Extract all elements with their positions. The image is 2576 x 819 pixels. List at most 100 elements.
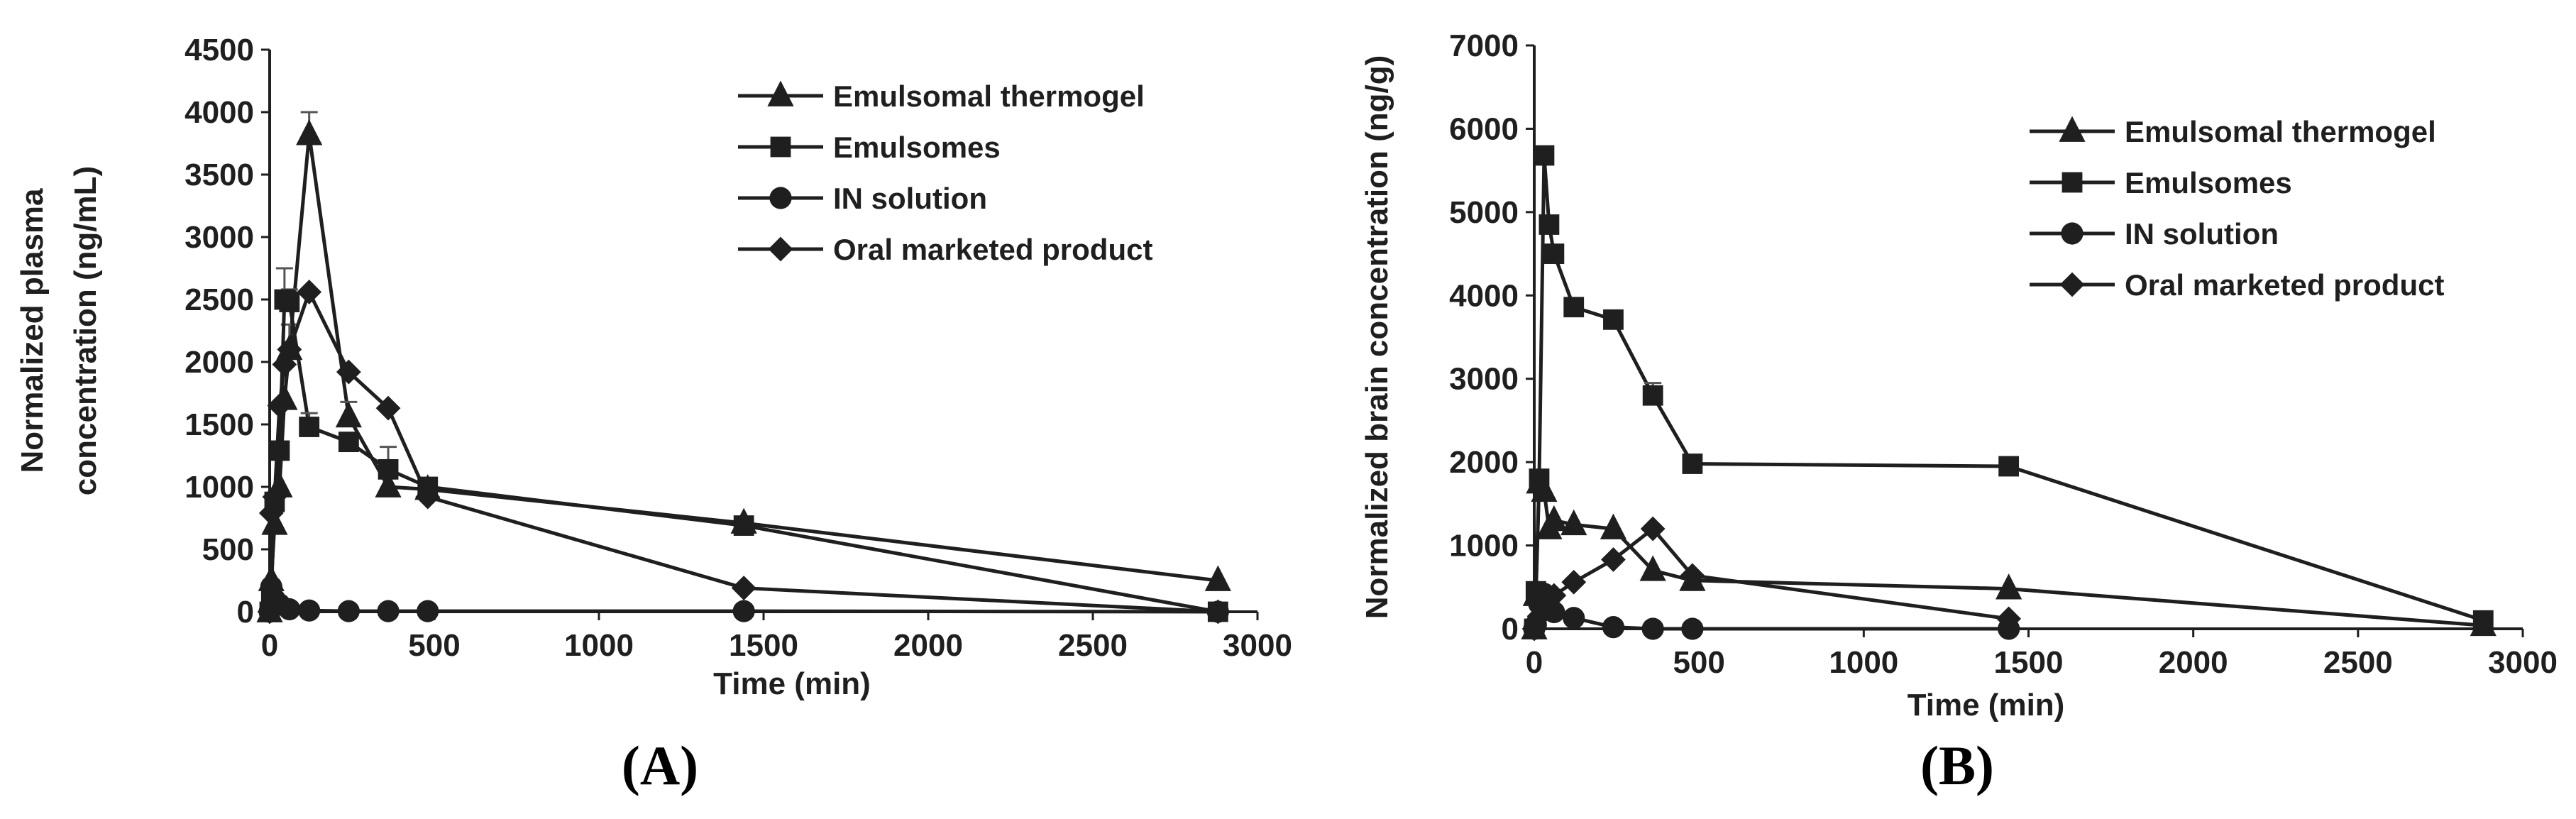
data-point-square xyxy=(279,292,300,312)
y-tick-label: 4000 xyxy=(185,95,254,130)
series-oral-marketed-product xyxy=(1521,516,2022,642)
panel-label: (B) xyxy=(1920,735,1994,796)
data-point-circle xyxy=(417,600,439,622)
data-point-circle xyxy=(1681,617,1704,640)
data-point-square xyxy=(1539,214,1560,235)
legend-marker-circle xyxy=(769,187,792,209)
legend-label: Emulsomal thermogel xyxy=(2125,115,2436,148)
data-point-triangle xyxy=(375,471,402,498)
data-point-circle xyxy=(732,600,755,622)
x-tick-label: 2000 xyxy=(2159,645,2228,680)
y-tick-label: 1500 xyxy=(185,407,254,442)
data-point-circle xyxy=(337,600,360,622)
y-tick-label: 7000 xyxy=(1449,28,1519,63)
series-line xyxy=(1532,153,2484,630)
x-tick-label: 500 xyxy=(1673,645,1724,680)
x-tick-label: 0 xyxy=(1526,645,1543,680)
series-emulsomes xyxy=(1524,145,2494,639)
panel-label: (A) xyxy=(622,735,698,796)
legend-marker-square xyxy=(2062,172,2083,193)
data-point-square xyxy=(1682,454,1703,474)
y-tick-label: 0 xyxy=(1502,612,1519,647)
data-point-diamond xyxy=(731,576,756,600)
y-tick-label: 500 xyxy=(202,532,254,567)
legend-label: IN solution xyxy=(833,182,987,215)
data-point-circle xyxy=(1602,616,1625,639)
legend-label: Oral marketed product xyxy=(833,233,1152,266)
data-point-circle xyxy=(278,598,301,621)
data-point-diamond xyxy=(297,280,322,304)
y-tick-label: 1000 xyxy=(185,470,254,505)
y-axis-title-line-1: Normalized plasma xyxy=(15,188,50,473)
legend-label: Emulsomes xyxy=(2125,166,2292,199)
x-tick-label: 2000 xyxy=(893,628,963,663)
y-tick-label: 0 xyxy=(237,595,254,630)
data-point-square xyxy=(1529,468,1550,490)
series-line xyxy=(1532,527,2009,630)
y-tick-label: 5000 xyxy=(1449,195,1519,230)
data-point-triangle xyxy=(1561,509,1587,536)
data-point-square xyxy=(1603,309,1624,330)
data-point-diamond xyxy=(267,393,292,418)
data-point-square xyxy=(378,458,399,480)
data-point-diamond xyxy=(1205,599,1231,625)
y-tick-label: 3000 xyxy=(185,220,254,255)
data-point-square xyxy=(299,417,320,437)
legend-marker-triangle xyxy=(2059,116,2086,142)
data-point-circle xyxy=(298,599,321,622)
data-point-diamond xyxy=(1640,516,1666,542)
y-tick-label: 4000 xyxy=(1449,278,1519,313)
data-point-diamond xyxy=(262,484,287,510)
x-tick-label: 3000 xyxy=(2488,645,2558,680)
x-tick-label: 1500 xyxy=(1994,645,2064,680)
data-point-triangle xyxy=(1996,573,2022,600)
data-point-square xyxy=(269,440,290,461)
data-point-square xyxy=(1642,385,1663,406)
series-line xyxy=(268,133,1218,612)
data-point-diamond xyxy=(1561,569,1587,595)
y-tick-label: 2500 xyxy=(185,282,254,317)
y-tick-label: 2000 xyxy=(1449,445,1519,480)
data-point-triangle xyxy=(1204,565,1231,591)
legend-marker-circle xyxy=(2061,222,2084,245)
legend-marker-square xyxy=(770,136,791,158)
x-tick-label: 1000 xyxy=(564,628,634,663)
x-tick-label: 1500 xyxy=(729,628,798,663)
legend-label: Emulsomal thermogel xyxy=(833,79,1145,113)
legend: Emulsomal thermogel Emulsomes IN solution O… xyxy=(2030,115,2444,302)
data-point-diamond xyxy=(257,599,282,625)
data-point-circle xyxy=(377,600,400,622)
data-point-diamond xyxy=(272,352,297,377)
data-point-triangle xyxy=(1600,513,1627,539)
y-tick-label: 3500 xyxy=(185,158,254,192)
data-point-diamond xyxy=(1541,583,1567,608)
data-point-circle xyxy=(1563,607,1585,630)
legend-marker-triangle xyxy=(767,80,794,106)
y-tick-label: 1000 xyxy=(1449,529,1519,564)
legend-label: IN solution xyxy=(2125,217,2279,251)
data-point-square xyxy=(1543,243,1565,264)
data-point-triangle xyxy=(296,119,323,145)
x-tick-label: 3000 xyxy=(1223,628,1292,663)
x-axis-title: Time (min) xyxy=(1908,688,2065,722)
data-point-triangle xyxy=(335,401,362,428)
data-point-diamond xyxy=(375,395,401,421)
data-point-square xyxy=(2472,610,2494,631)
data-point-diamond xyxy=(277,337,302,362)
legend-label: Emulsomes xyxy=(833,131,1001,164)
data-point-diamond xyxy=(1680,563,1705,588)
data-point-square xyxy=(1998,456,2020,477)
series-oral-marketed-product xyxy=(257,280,1231,625)
data-point-square xyxy=(338,432,359,453)
legend-marker-diamond xyxy=(2059,272,2085,297)
data-point-diamond xyxy=(336,359,361,385)
chart-panel-a: 0 500 1000 1500 2000 2500 3000 3500 4000 4500 0 500… xyxy=(15,33,1292,796)
x-tick-label: 500 xyxy=(408,628,460,663)
data-point-diamond xyxy=(415,484,441,510)
y-axis-title-line-2: concentration (ng/mL) xyxy=(68,166,103,495)
y-tick-label: 4500 xyxy=(185,33,254,67)
data-point-square xyxy=(1534,145,1555,166)
legend: Emulsomal thermogel Emulsomes IN solution O… xyxy=(738,79,1152,266)
data-point-diamond xyxy=(258,500,284,526)
legend-label: Oral marketed product xyxy=(2125,268,2444,302)
